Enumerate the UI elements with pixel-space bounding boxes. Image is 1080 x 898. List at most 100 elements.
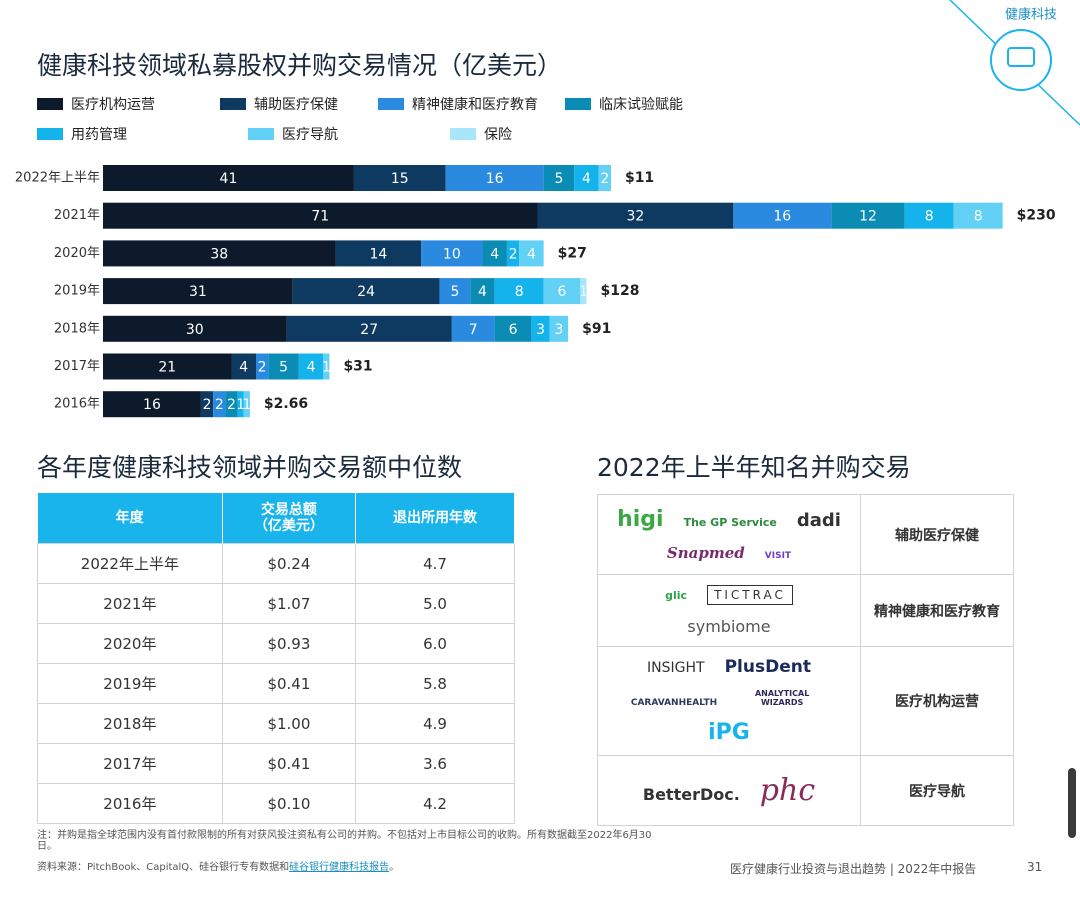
bar-segment (574, 165, 599, 191)
company-logo: CARAVANHEALTH (630, 698, 718, 708)
icon-screen (1007, 47, 1035, 67)
bar-segment (103, 278, 293, 305)
legend-swatch (378, 98, 404, 110)
bar-segment (543, 165, 575, 191)
category-cell: 辅助医疗保健 (860, 494, 1014, 575)
median-title: 各年度健康科技领域并购交易额中位数 (37, 453, 463, 482)
bar-segment (482, 240, 507, 267)
table-row: higi The GP Service dadi Snapmed VISIT 辅助医疗保健 (597, 494, 1014, 575)
segment-label: 4 (307, 360, 316, 376)
corner-icon (990, 29, 1052, 91)
bar-segment (543, 278, 581, 305)
segment-label: 6 (558, 284, 567, 300)
bar-segment (323, 353, 330, 380)
source-link[interactable]: 硅谷银行健康科技报告 (289, 862, 390, 873)
table-row: glic TICTRAC symbiome 精神健康和医疗教育 (597, 574, 1014, 647)
legend-label: 精神健康和医疗教育 (412, 96, 538, 113)
table-cell: 2020年 (37, 623, 223, 664)
segment-label: 3 (536, 322, 545, 338)
company-logo: BetterDoc. (642, 785, 740, 804)
category-cell: 精神健康和医疗教育 (860, 574, 1014, 647)
category-cell: 医疗机构运营 (860, 646, 1014, 756)
segment-label: 12 (859, 209, 877, 225)
total-label: $2.66 (264, 396, 308, 412)
table-cell: 3.6 (355, 743, 515, 784)
segment-label: 38 (210, 246, 228, 262)
company-logo: phc (759, 773, 816, 808)
segment-label: 4 (239, 360, 248, 376)
company-logo: INSIGHT (647, 660, 705, 676)
bar-segment (519, 240, 544, 267)
segment-label: 15 (391, 171, 409, 187)
company-logo: symbiome (687, 617, 771, 636)
segment-label: 5 (554, 171, 563, 187)
bar-segment (256, 353, 269, 380)
table-cell: 2017年 (37, 743, 223, 784)
bar-segment (439, 278, 471, 305)
header-cell: 交易总额 （亿美元） (222, 493, 357, 544)
bar-segment (549, 315, 569, 342)
segment-label: 31 (189, 284, 207, 300)
segment-label: 2 (215, 397, 224, 413)
segment-label: 2 (203, 397, 212, 413)
bar-segment (445, 165, 544, 191)
category-label: 2017年 (54, 359, 100, 374)
table-row: INSIGHT PlusDent CARAVANHEALTH ANALYTICAL W… (597, 646, 1014, 756)
corner-label: 健康科技 (1005, 7, 1057, 23)
segment-label: 4 (527, 246, 536, 262)
chart-title: 健康科技领域私募股权并购交易情况（亿美元） (37, 51, 563, 80)
category-label: 2020年 (54, 246, 100, 261)
bar-segment (225, 391, 238, 418)
company-logo: TICTRAC (707, 585, 793, 605)
table-cell: 2016年 (37, 783, 223, 824)
table-cell: $1.07 (221, 583, 357, 624)
total-label: $11 (625, 170, 654, 186)
bar-segment (537, 202, 734, 229)
company-logo: VISIT (764, 551, 792, 561)
bar-segment (335, 240, 422, 267)
table-cell: 5.0 (355, 583, 515, 624)
table-cell: $0.10 (221, 783, 357, 824)
company-logo: glic (665, 589, 688, 602)
legend-label: 保险 (484, 127, 512, 143)
category-label: 2019年 (54, 284, 100, 299)
segment-label: 1 (242, 397, 251, 413)
segment-label: 8 (974, 209, 983, 225)
table-cell: 2019年 (37, 663, 223, 704)
header-cell: 年度 (37, 493, 223, 544)
bar-segment (580, 278, 587, 305)
total-label: $91 (582, 321, 611, 337)
segment-label: 3 (554, 322, 563, 338)
segment-label: 24 (357, 284, 375, 300)
table-row: BetterDoc. phc 医疗导航 (597, 755, 1014, 826)
logo-cell: higi The GP Service dadi Snapmed VISIT (597, 494, 861, 575)
segment-label: 2 (258, 360, 267, 376)
category-cell: 医疗导航 (860, 755, 1014, 826)
category-label: 2022年上半年 (15, 171, 100, 186)
logo-cell: BetterDoc. phc (597, 755, 861, 826)
page-number: 31 (1027, 860, 1043, 874)
category-label: 2018年 (54, 321, 100, 336)
source-text: 资料来源：PitchBook、CapitalQ、硅谷银行专有数据和 (37, 862, 290, 873)
bar-segment (904, 202, 954, 229)
segment-label: 1 (236, 397, 245, 413)
company-logo: The GP Service (683, 516, 777, 529)
bar-segment (451, 315, 495, 342)
table-row: 2018年 $1.00 4.9 (37, 703, 515, 744)
legend-label: 医疗导航 (282, 127, 338, 143)
table-cell: 4.7 (355, 543, 515, 584)
total-label: $31 (343, 359, 372, 375)
bar-segment (494, 315, 532, 342)
bar-segment (506, 240, 520, 267)
legend-swatch (37, 98, 63, 110)
table-row: 2019年 $0.41 5.8 (37, 663, 515, 704)
bar-segment (733, 202, 832, 229)
bar-segment (200, 391, 214, 418)
table-row: 2020年 $0.93 6.0 (37, 623, 515, 664)
bar-segment (213, 391, 226, 418)
segment-label: 4 (490, 246, 499, 262)
bar-segment (531, 315, 550, 342)
table-cell: $1.00 (221, 703, 357, 744)
